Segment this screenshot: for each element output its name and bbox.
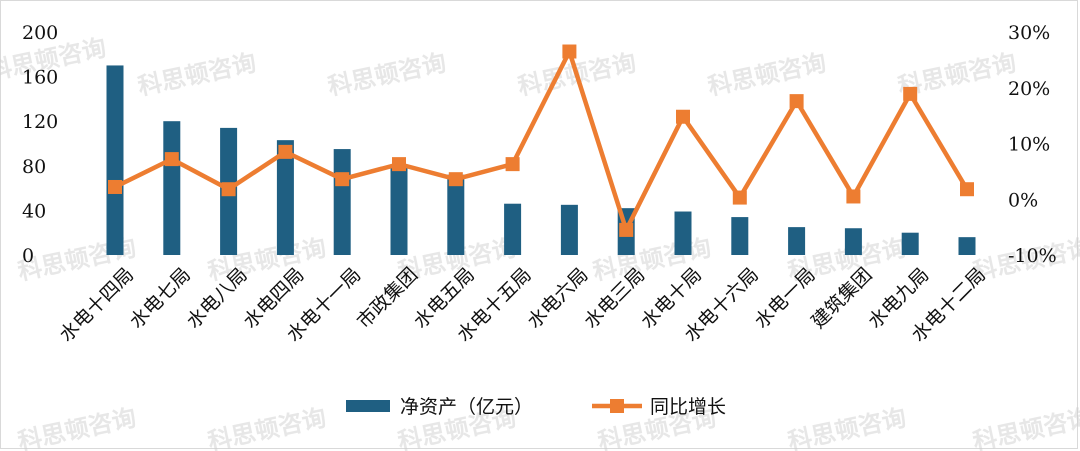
- right-axis-tick: 0%: [1008, 189, 1038, 211]
- category-label: 水电十四局: [55, 264, 138, 347]
- watermark-text: 科思顿咨询: [785, 404, 908, 451]
- line-marker: [846, 189, 861, 204]
- bar: [901, 232, 919, 255]
- line-marker: [732, 190, 747, 205]
- left-axis-tick: 120: [22, 111, 58, 133]
- bar: [163, 121, 181, 255]
- left-axis-tick: 0: [22, 245, 34, 267]
- bar: [958, 237, 976, 255]
- right-axis-tick: -10%: [1008, 245, 1057, 267]
- left-axis-tick: 200: [22, 22, 58, 44]
- left-axis-tick: 40: [22, 200, 46, 222]
- category-label: 水电一局: [750, 264, 819, 333]
- line-marker: [278, 144, 293, 159]
- left-axis-tick: 160: [22, 67, 58, 89]
- line-marker: [676, 109, 690, 124]
- line-marker: [221, 182, 236, 197]
- bar: [106, 65, 124, 255]
- category-label: 市政集团: [353, 264, 422, 333]
- line-marker: [164, 152, 179, 167]
- bar: [504, 203, 522, 255]
- bar: [731, 217, 749, 255]
- left-axis-ticks: 0 40 80 120 160 200: [22, 22, 58, 267]
- legend-line-label: 同比增长: [650, 396, 726, 418]
- line-series: [108, 44, 974, 237]
- legend-line-marker: [610, 399, 624, 413]
- category-labels: 水电十四局水电七局水电八局水电四局水电十一局市政集团水电五局水电十五局水电六局水…: [55, 264, 990, 347]
- right-axis-tick: 30%: [1008, 22, 1050, 44]
- bar: [390, 165, 408, 255]
- category-label: 水电六局: [523, 264, 592, 333]
- growth-line: [114, 49, 969, 233]
- line-marker: [903, 86, 918, 101]
- legend: 净资产（亿元） 同比增长: [346, 396, 726, 418]
- watermark-text: 科思顿咨询: [705, 49, 828, 101]
- bar: [788, 227, 806, 255]
- watermark-text: 科思顿咨询: [205, 404, 328, 451]
- watermark-text: 科思顿咨询: [970, 404, 1080, 451]
- bar: [333, 149, 351, 255]
- line-marker: [335, 172, 350, 187]
- watermark-text: 科思顿咨询: [135, 49, 258, 101]
- left-axis-tick: 80: [22, 156, 46, 178]
- line-marker: [448, 172, 463, 187]
- line-marker: [789, 94, 804, 109]
- legend-bar-swatch: [346, 400, 390, 412]
- line-marker: [562, 44, 577, 59]
- line-marker: [392, 157, 406, 172]
- line-marker: [619, 222, 634, 237]
- line-marker: [505, 157, 520, 172]
- watermark-text: 科思顿咨询: [325, 49, 448, 101]
- bar: [674, 211, 692, 255]
- bar: [276, 140, 294, 255]
- bar: [844, 228, 862, 255]
- category-label: 水电七局: [126, 264, 195, 333]
- bar: [560, 204, 578, 255]
- right-axis-tick: 20%: [1008, 78, 1050, 100]
- watermark-text: 科思顿咨询: [15, 404, 138, 451]
- line-marker: [960, 182, 974, 197]
- bar: [447, 174, 465, 255]
- legend-bar-label: 净资产（亿元）: [400, 396, 533, 418]
- right-axis-ticks: -10% 0% 10% 20% 30%: [1008, 22, 1057, 267]
- right-axis-tick: 10%: [1008, 134, 1050, 156]
- line-marker: [108, 179, 122, 194]
